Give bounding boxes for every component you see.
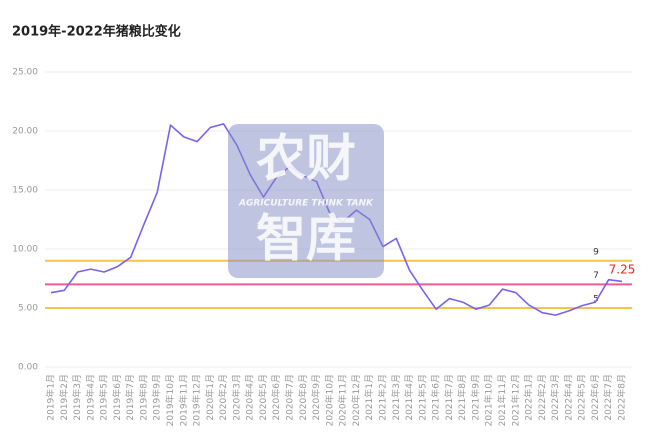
x-tick-label: 2019年2月 (58, 374, 70, 421)
x-tick-label: 2022年5月 (576, 374, 588, 421)
x-tick-label: 2020年6月 (270, 374, 282, 421)
x-tick-label: 2022年2月 (536, 374, 548, 421)
x-tick-label: 2021年10月 (483, 374, 495, 426)
x-tick-label: 2020年3月 (230, 374, 242, 421)
highlight-label: 7.25 (609, 263, 636, 277)
x-tick-label: 2020年9月 (310, 374, 322, 421)
x-tick-label: 2020年10月 (323, 374, 335, 426)
x-tick-label: 2021年3月 (390, 374, 402, 421)
x-tick-label: 2022年1月 (523, 374, 535, 421)
x-tick-label: 2019年8月 (137, 374, 149, 421)
x-tick-label: 2022年8月 (616, 374, 628, 421)
x-tick-label: 2022年6月 (589, 374, 601, 421)
x-tick-label: 2019年12月 (191, 374, 203, 426)
x-tick-label: 2019年6月 (111, 374, 123, 421)
watermark-box (228, 124, 384, 278)
x-tick-label: 2021年4月 (403, 374, 415, 421)
x-tick-label: 2020年7月 (284, 374, 296, 421)
x-tick-label: 2020年5月 (257, 374, 269, 421)
y-tick-label: 15.00 (12, 186, 38, 196)
x-tick-label: 2021年6月 (430, 374, 442, 421)
x-tick-label: 2021年7月 (443, 374, 455, 421)
x-tick-label: 2022年7月 (602, 374, 614, 421)
x-tick-label: 2019年11月 (177, 374, 189, 426)
y-tick-label: 20.00 (12, 127, 38, 137)
chart-title: 2019年-2022年猪粮比变化 (12, 24, 181, 40)
x-tick-label: 2021年12月 (509, 374, 521, 426)
reference-label: 9 (593, 247, 599, 257)
x-tick-label: 2021年1月 (363, 374, 375, 421)
x-tick-label: 2019年1月 (45, 374, 57, 421)
y-tick-label: 5.00 (18, 304, 38, 314)
x-tick-label: 2021年8月 (456, 374, 468, 421)
x-tick-label: 2020年1月 (204, 374, 216, 421)
x-tick-label: 2019年5月 (98, 374, 110, 421)
y-tick-label: 25.00 (12, 68, 38, 78)
watermark-bottom: 智库 (256, 210, 356, 268)
y-tick-label: 10.00 (12, 245, 38, 255)
x-tick-label: 2019年4月 (84, 374, 96, 421)
x-tick-label: 2019年7月 (124, 374, 136, 421)
reference-label: 7 (593, 271, 599, 281)
x-tick-label: 2019年3月 (71, 374, 83, 421)
x-tick-label: 2019年9月 (151, 374, 163, 421)
x-tick-label: 2022年4月 (562, 374, 574, 421)
x-tick-label: 2021年9月 (469, 374, 481, 421)
reference-label: 5 (593, 295, 599, 305)
x-tick-label: 2020年8月 (297, 374, 309, 421)
x-tick-label: 2021年2月 (376, 374, 388, 421)
x-tick-label: 2022年3月 (549, 374, 561, 421)
x-tick-label: 2020年4月 (244, 374, 256, 421)
x-tick-label: 2020年2月 (217, 374, 229, 421)
x-tick-label: 2021年5月 (416, 374, 428, 421)
x-tick-label: 2020年12月 (350, 374, 362, 426)
watermark-title: 农财 (256, 130, 356, 188)
y-tick-label: 0.00 (18, 363, 38, 373)
x-tick-label: 2021年11月 (496, 374, 508, 426)
watermark-subtitle: AGRICULTURE THINK TANK (238, 199, 374, 209)
x-tick-label: 2020年11月 (337, 374, 349, 426)
x-tick-label: 2019年10月 (164, 374, 176, 426)
